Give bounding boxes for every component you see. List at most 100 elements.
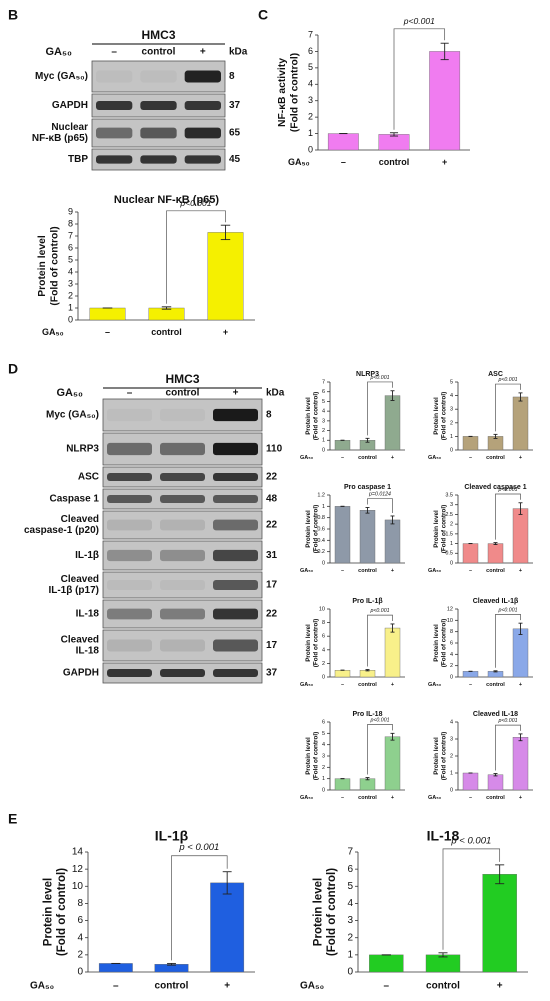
- error-bar: [390, 390, 395, 401]
- y-tick-label: 5: [68, 254, 73, 264]
- error-bar: [390, 515, 395, 525]
- y-tick-label: 6: [77, 915, 83, 926]
- bar: [384, 395, 401, 451]
- y-tick-label: 4: [322, 647, 325, 653]
- x-row-label: GA₅₀: [300, 981, 324, 992]
- y-tick-label: 7: [308, 29, 313, 39]
- y-tick-label: 5: [322, 399, 325, 405]
- x-tick-label: –: [384, 981, 390, 992]
- y-tick-label: 2: [322, 661, 325, 667]
- x-tick-label: control: [426, 981, 460, 992]
- annotation: p < 0.001: [450, 835, 491, 846]
- y-tick-label: 8: [77, 898, 83, 909]
- x-tick-label: –: [341, 682, 344, 688]
- panel-letter: D: [8, 361, 18, 377]
- lane-label: control: [166, 388, 200, 399]
- blot-band: [107, 608, 152, 620]
- bar: [429, 51, 461, 151]
- blot-row-label: GAPDH: [52, 100, 88, 111]
- blot-band: [213, 408, 258, 422]
- blot-row-label: NLRP3: [66, 444, 99, 455]
- x-tick-label: control: [486, 455, 505, 461]
- error-bar: [493, 670, 498, 673]
- x-tick-label: control: [358, 682, 377, 688]
- bar: [487, 774, 504, 791]
- bar: [334, 440, 351, 451]
- blot-band: [107, 519, 152, 531]
- y-tick-label: 1: [322, 504, 325, 510]
- annotation: p < 0.001: [178, 842, 219, 853]
- y-tick-label: 10: [447, 618, 453, 624]
- lane-label: +: [200, 47, 206, 58]
- kda-value: 17: [266, 580, 278, 591]
- error-bar: [518, 502, 523, 515]
- blot-band: [160, 495, 205, 503]
- y-tick-label: 0.5: [445, 551, 453, 557]
- error-bar: [518, 392, 523, 402]
- y-tick-label: 3.5: [445, 492, 453, 498]
- y-axis-label: (Fold of control): [440, 732, 447, 780]
- x-tick-label: +: [519, 568, 522, 574]
- x-tick-label: +: [391, 568, 394, 574]
- kda-value: 8: [229, 71, 235, 82]
- chart-title: Pro IL-18: [353, 711, 383, 718]
- blot-row-label: IL-1β: [75, 550, 99, 561]
- x-row-label: GA₅₀: [428, 682, 442, 688]
- y-tick-label: 2: [450, 420, 453, 426]
- bar: [512, 508, 529, 564]
- y-tick-label: 8: [68, 218, 73, 228]
- x-row-label: GA₅₀: [300, 455, 314, 461]
- blot-row-label: caspase-1 (p20): [24, 525, 99, 536]
- bar: [210, 882, 245, 973]
- y-tick-label: 5: [322, 731, 325, 737]
- bar: [327, 133, 359, 151]
- kda-value: 22: [266, 472, 278, 483]
- y-tick-label: 0: [322, 560, 325, 566]
- error-bar: [518, 733, 523, 742]
- annotation: p<0.001: [403, 16, 435, 26]
- y-axis-label: Protein level: [313, 878, 325, 946]
- bar: [462, 671, 479, 678]
- bar: [148, 307, 185, 321]
- x-tick-label: control: [486, 682, 505, 688]
- blot-band: [107, 579, 152, 591]
- y-tick-label: 1: [450, 434, 453, 440]
- y-tick-label: 0: [308, 144, 313, 154]
- error-bar: [222, 871, 232, 895]
- bar: [462, 772, 479, 791]
- significance-bracket: [495, 383, 521, 432]
- y-tick-label: 5: [450, 379, 453, 385]
- blot-band: [160, 639, 205, 652]
- kda-value: 65: [229, 128, 241, 139]
- bar: [334, 506, 351, 564]
- y-tick-label: 4: [450, 652, 453, 658]
- blot-band: [107, 639, 152, 652]
- blot-band: [96, 127, 133, 139]
- blot-band: [96, 155, 133, 164]
- blot-band: [184, 101, 221, 110]
- y-tick-label: 0: [450, 674, 453, 680]
- x-tick-label: +: [223, 327, 228, 337]
- significance-bracket: [367, 381, 393, 436]
- blot-band: [160, 473, 205, 481]
- significance-bracket: [495, 724, 521, 771]
- y-tick-label: 6: [347, 864, 353, 875]
- bar: [384, 519, 401, 564]
- significance-bracket: [367, 614, 393, 667]
- blot-row-label: Nuclear: [51, 122, 88, 133]
- blot-band: [213, 495, 258, 503]
- x-row-label: GA₅₀: [428, 568, 442, 574]
- blot-band: [160, 549, 205, 562]
- blot-row-label: Myc (GA₅₀): [46, 410, 99, 421]
- y-axis-label: (Fold of control): [440, 392, 447, 440]
- x-tick-label: +: [442, 157, 447, 167]
- y-axis-label: (Fold of control): [312, 505, 319, 553]
- y-tick-label: 4: [450, 393, 453, 399]
- x-tick-label: –: [469, 682, 472, 688]
- annotation: p<0.001: [497, 718, 517, 724]
- y-tick-label: 0: [450, 787, 453, 793]
- error-bar: [365, 669, 370, 672]
- blot-band: [140, 155, 177, 164]
- x-row-label: GA₅₀: [30, 981, 54, 992]
